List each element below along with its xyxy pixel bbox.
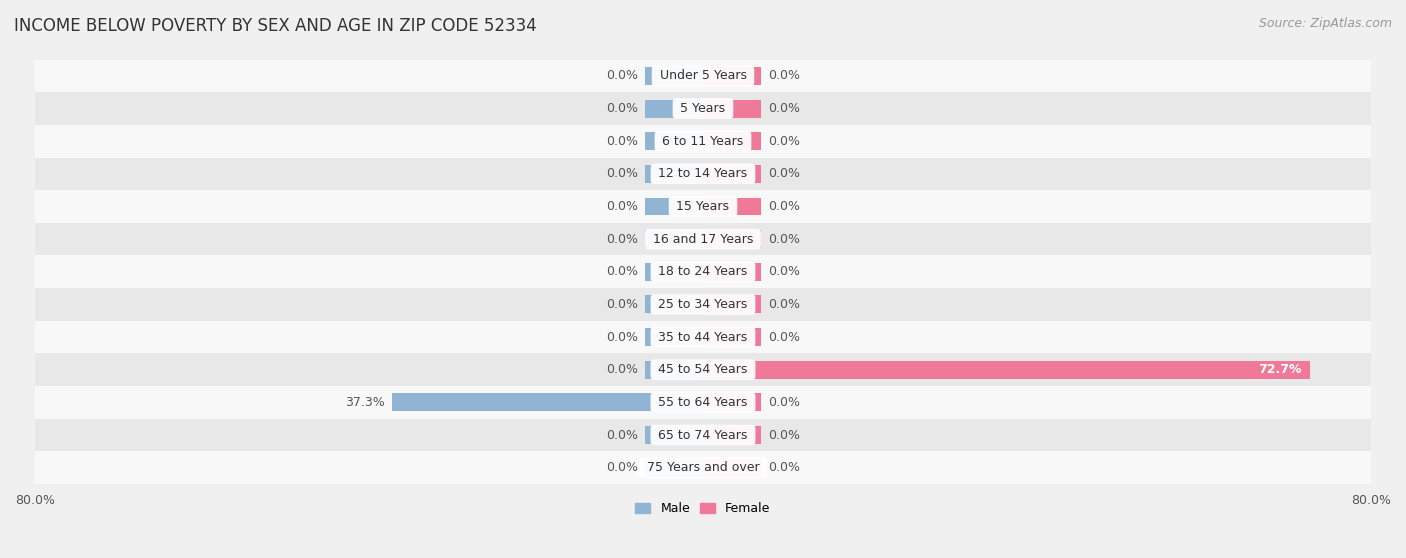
Bar: [703, 328, 762, 346]
Bar: [644, 100, 703, 118]
Text: 0.0%: 0.0%: [606, 298, 638, 311]
Bar: [703, 360, 1310, 379]
Bar: [703, 165, 762, 183]
Text: 55 to 64 Years: 55 to 64 Years: [654, 396, 752, 409]
Bar: [703, 100, 762, 118]
Text: 0.0%: 0.0%: [606, 461, 638, 474]
Text: 0.0%: 0.0%: [768, 429, 800, 441]
Text: 0.0%: 0.0%: [606, 265, 638, 278]
Text: 12 to 14 Years: 12 to 14 Years: [654, 167, 752, 180]
Bar: [35, 60, 1371, 92]
Text: 0.0%: 0.0%: [606, 330, 638, 344]
Bar: [644, 263, 703, 281]
Bar: [703, 263, 762, 281]
Bar: [35, 157, 1371, 190]
Bar: [644, 230, 703, 248]
Text: 65 to 74 Years: 65 to 74 Years: [654, 429, 752, 441]
Text: 16 and 17 Years: 16 and 17 Years: [648, 233, 758, 246]
Bar: [644, 67, 703, 85]
Text: 0.0%: 0.0%: [768, 134, 800, 148]
Text: 0.0%: 0.0%: [768, 102, 800, 115]
Bar: [644, 296, 703, 314]
Text: Under 5 Years: Under 5 Years: [655, 69, 751, 83]
Text: 0.0%: 0.0%: [768, 233, 800, 246]
Bar: [35, 418, 1371, 451]
Bar: [703, 426, 762, 444]
Bar: [703, 459, 762, 477]
Bar: [35, 190, 1371, 223]
Bar: [703, 296, 762, 314]
Bar: [35, 92, 1371, 125]
Text: 37.3%: 37.3%: [344, 396, 385, 409]
Bar: [35, 386, 1371, 418]
Text: 0.0%: 0.0%: [768, 396, 800, 409]
Text: Source: ZipAtlas.com: Source: ZipAtlas.com: [1258, 17, 1392, 30]
Bar: [703, 67, 762, 85]
Bar: [644, 426, 703, 444]
Bar: [644, 328, 703, 346]
Text: 0.0%: 0.0%: [768, 461, 800, 474]
Text: 0.0%: 0.0%: [768, 330, 800, 344]
Bar: [391, 393, 703, 411]
Bar: [644, 360, 703, 379]
Text: 0.0%: 0.0%: [606, 429, 638, 441]
Text: 0.0%: 0.0%: [768, 265, 800, 278]
Legend: Male, Female: Male, Female: [630, 497, 776, 520]
Text: 35 to 44 Years: 35 to 44 Years: [654, 330, 752, 344]
Text: 0.0%: 0.0%: [768, 69, 800, 83]
Bar: [703, 132, 762, 150]
Text: 18 to 24 Years: 18 to 24 Years: [654, 265, 752, 278]
Bar: [35, 288, 1371, 321]
Text: 25 to 34 Years: 25 to 34 Years: [654, 298, 752, 311]
Bar: [644, 459, 703, 477]
Text: 15 Years: 15 Years: [672, 200, 734, 213]
Text: 0.0%: 0.0%: [606, 134, 638, 148]
Bar: [703, 198, 762, 215]
Text: 0.0%: 0.0%: [606, 363, 638, 376]
Text: 72.7%: 72.7%: [1258, 363, 1302, 376]
Bar: [644, 132, 703, 150]
Text: 45 to 54 Years: 45 to 54 Years: [654, 363, 752, 376]
Text: 0.0%: 0.0%: [606, 200, 638, 213]
Bar: [35, 451, 1371, 484]
Bar: [703, 393, 762, 411]
Text: 0.0%: 0.0%: [606, 233, 638, 246]
Bar: [35, 353, 1371, 386]
Text: 0.0%: 0.0%: [768, 200, 800, 213]
Bar: [35, 125, 1371, 157]
Text: 75 Years and over: 75 Years and over: [643, 461, 763, 474]
Bar: [35, 223, 1371, 256]
Bar: [35, 256, 1371, 288]
Bar: [35, 321, 1371, 353]
Bar: [703, 230, 762, 248]
Text: 0.0%: 0.0%: [606, 102, 638, 115]
Text: 5 Years: 5 Years: [676, 102, 730, 115]
Bar: [644, 198, 703, 215]
Text: 0.0%: 0.0%: [606, 69, 638, 83]
Bar: [644, 165, 703, 183]
Text: 0.0%: 0.0%: [606, 167, 638, 180]
Text: INCOME BELOW POVERTY BY SEX AND AGE IN ZIP CODE 52334: INCOME BELOW POVERTY BY SEX AND AGE IN Z…: [14, 17, 537, 35]
Text: 0.0%: 0.0%: [768, 167, 800, 180]
Text: 6 to 11 Years: 6 to 11 Years: [658, 134, 748, 148]
Text: 0.0%: 0.0%: [768, 298, 800, 311]
